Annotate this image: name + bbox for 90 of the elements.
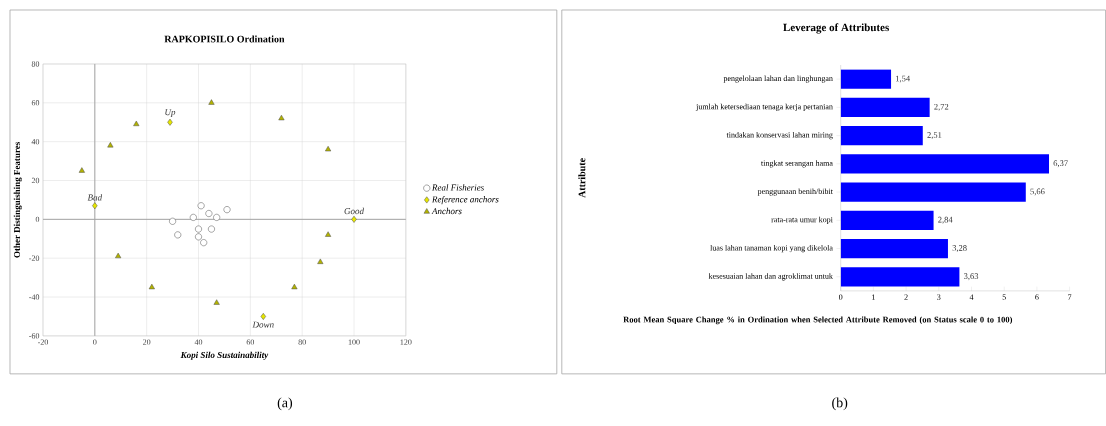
legend-label: Anchors bbox=[431, 207, 462, 215]
y-tick-label: -20 bbox=[29, 255, 40, 261]
x-axis-title: Root Mean Square Change % in Ordination when Selected Attribute Removed (on Status scale 0 to 100) bbox=[623, 316, 1013, 325]
legend-label: Reference anchors bbox=[431, 196, 499, 205]
bar bbox=[840, 210, 934, 230]
y-tick-label: 0 bbox=[35, 216, 40, 223]
data-label: 3,63 bbox=[964, 273, 979, 281]
data-label: 2,72 bbox=[934, 103, 949, 111]
legend-label: Real Fisheries bbox=[431, 184, 484, 191]
bar bbox=[840, 182, 1026, 202]
bar bbox=[840, 154, 1050, 174]
bar bbox=[840, 239, 948, 259]
data-label: 2,51 bbox=[927, 132, 942, 140]
point bbox=[169, 217, 177, 225]
annotation: Down bbox=[252, 321, 274, 328]
x-tick-label: 0 bbox=[839, 294, 843, 300]
point bbox=[148, 283, 155, 290]
annotation: Bad bbox=[87, 194, 103, 201]
x-tick-label: 20 bbox=[143, 339, 151, 345]
point bbox=[195, 233, 202, 241]
point bbox=[325, 231, 332, 237]
point bbox=[278, 114, 285, 121]
y-axis-title: Other Distinguishing Features bbox=[13, 142, 22, 258]
point bbox=[291, 283, 298, 290]
y-tick-label: penggunaan benih/bibit bbox=[757, 188, 833, 196]
point bbox=[107, 142, 114, 148]
y-tick-label: tingkat serangan hama bbox=[761, 160, 833, 168]
x-tick-label: 1 bbox=[872, 294, 875, 300]
x-tick-label: 7 bbox=[1068, 294, 1072, 300]
chart-title: RAPKOPISILO Ordination bbox=[164, 35, 285, 43]
bar bbox=[840, 267, 960, 287]
y-tick-label: kesesuaian lahan dan agroklimat untuk bbox=[708, 273, 833, 281]
x-tick-label: 40 bbox=[194, 339, 203, 345]
x-tick-label: 6 bbox=[1035, 294, 1039, 300]
x-tick-label: 60 bbox=[246, 339, 255, 345]
data-label: 1,54 bbox=[896, 75, 910, 83]
point bbox=[213, 214, 221, 221]
point bbox=[200, 239, 208, 247]
y-tick-label: 20 bbox=[31, 177, 40, 184]
x-tick-label: 0 bbox=[93, 339, 97, 345]
point bbox=[78, 167, 85, 173]
x-axis-title: Kopi Silo Sustainability bbox=[180, 351, 269, 360]
point bbox=[115, 252, 122, 259]
data-label: 3,28 bbox=[952, 245, 967, 253]
y-tick-label: -60 bbox=[29, 333, 40, 339]
x-tick-label: 3 bbox=[937, 294, 941, 300]
point bbox=[133, 120, 140, 127]
bar bbox=[840, 126, 923, 146]
y-tick-label: jumlah ketersediaan tenaga kerja pertanian bbox=[695, 103, 833, 112]
point bbox=[325, 146, 332, 152]
point bbox=[213, 299, 220, 305]
annotation: Up bbox=[165, 109, 176, 118]
point bbox=[351, 215, 357, 223]
data-label: 5,66 bbox=[1030, 188, 1045, 196]
x-tick-label: 2 bbox=[904, 294, 908, 300]
bar bbox=[840, 97, 930, 118]
point bbox=[208, 225, 215, 233]
chart-title: Leverage of Attributes bbox=[783, 23, 889, 34]
text: (b) bbox=[832, 397, 848, 411]
data-label: 6,37 bbox=[1053, 160, 1068, 168]
point bbox=[167, 118, 173, 126]
y-tick-label: tindakan konservasi lahan miring bbox=[726, 132, 833, 140]
y-tick-label: 80 bbox=[31, 61, 40, 67]
y-axis-title: Attribute bbox=[578, 158, 586, 198]
point bbox=[317, 258, 324, 264]
x-tick-label: 5 bbox=[1002, 294, 1006, 300]
bar bbox=[840, 69, 892, 89]
y-tick-label: 40 bbox=[31, 139, 40, 145]
annotation: Good bbox=[344, 207, 365, 215]
x-tick-label: 80 bbox=[298, 339, 306, 345]
x-tick-label: -20 bbox=[37, 339, 49, 345]
data-label: 2,84 bbox=[938, 216, 953, 224]
text: (a) bbox=[277, 397, 293, 411]
point bbox=[208, 99, 215, 105]
point bbox=[174, 231, 182, 239]
x-tick-label: 100 bbox=[348, 339, 360, 345]
x-tick-label: 120 bbox=[400, 339, 412, 345]
y-tick-label: -40 bbox=[29, 294, 40, 300]
y-tick-label: pengelolaan lahan dan linghungan bbox=[723, 75, 833, 83]
y-tick-label: rata-rata umur kopi bbox=[771, 216, 833, 225]
point bbox=[92, 202, 98, 210]
x-tick-label: 4 bbox=[969, 294, 974, 300]
point bbox=[223, 206, 231, 214]
y-tick-label: luas lahan tanaman kopi yang dikelola bbox=[710, 244, 833, 253]
point bbox=[197, 202, 205, 210]
point bbox=[205, 210, 213, 218]
point bbox=[189, 214, 197, 221]
point bbox=[260, 313, 266, 320]
point bbox=[195, 225, 202, 233]
y-tick-label: 60 bbox=[31, 100, 40, 106]
